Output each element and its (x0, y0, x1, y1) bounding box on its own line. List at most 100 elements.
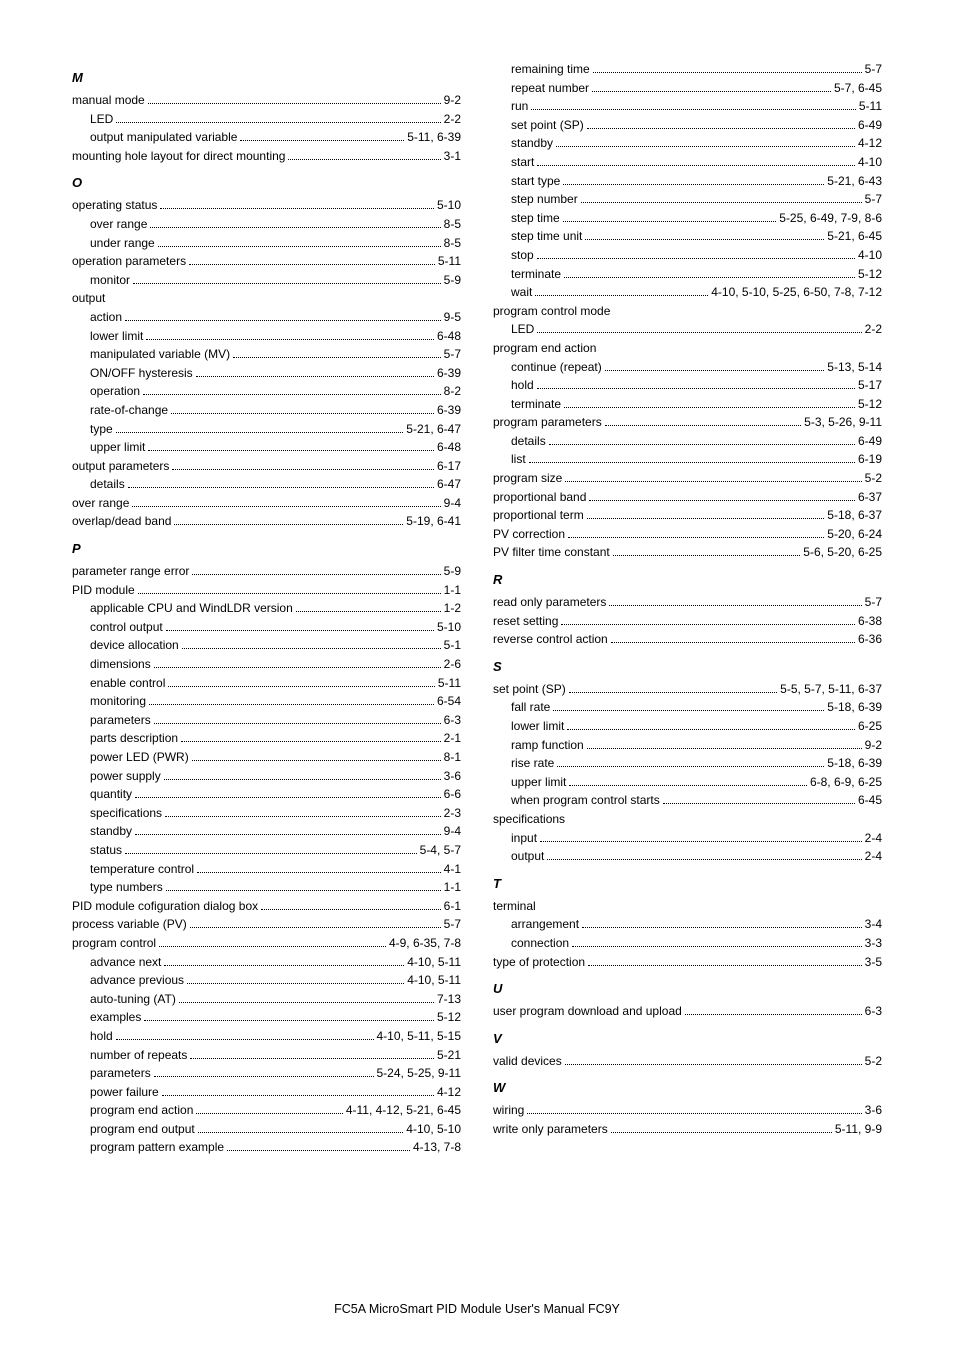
index-entry-page: 3-1 (444, 147, 461, 166)
section-letter: V (493, 1031, 882, 1046)
index-entry-page: 4-10, 5-11, 5-15 (377, 1027, 462, 1046)
index-entry: parameter range error5-9 (72, 562, 461, 581)
index-entry-page: 6-19 (858, 450, 882, 469)
index-entry-label: program end output (90, 1120, 195, 1139)
index-entry-label: monitoring (90, 692, 146, 711)
index-entry-page: 9-2 (444, 91, 461, 110)
index-entry: manipulated variable (MV)5-7 (72, 345, 461, 364)
index-entry-page: 5-9 (444, 271, 461, 290)
index-entry-page: 5-12 (858, 395, 882, 414)
index-entry-label: wait (511, 283, 532, 302)
leader-dots (564, 270, 855, 277)
index-entry: program end output4-10, 5-10 (72, 1120, 461, 1139)
index-entry-label: terminal (493, 897, 536, 916)
index-entry-page: 1-2 (444, 599, 461, 618)
index-entry: power supply3-6 (72, 767, 461, 786)
index-entry: hold5-17 (493, 376, 882, 395)
index-entry-page: 2-1 (444, 729, 461, 748)
index-entry: lower limit6-25 (493, 717, 882, 736)
section-letter: W (493, 1080, 882, 1095)
index-entry-label: rise rate (511, 754, 554, 773)
section-letter: O (72, 175, 461, 190)
index-entry-page: 5-21, 6-45 (827, 227, 882, 246)
leader-dots (592, 84, 831, 91)
index-entry-label: upper limit (90, 438, 145, 457)
leader-dots (116, 115, 440, 122)
index-entry: auto-tuning (AT)7-13 (72, 990, 461, 1009)
index-entry: remaining time5-7 (493, 60, 882, 79)
index-entry-page: 5-11 (859, 97, 882, 116)
index-entry-page: 6-49 (858, 116, 882, 135)
leader-dots (613, 549, 801, 556)
index-entry-page: 5-11, 6-39 (407, 128, 461, 147)
index-entry-label: mounting hole layout for direct mounting (72, 147, 285, 166)
index-entry-label: over range (72, 494, 129, 513)
leader-dots (168, 679, 434, 686)
index-entry-page: 6-6 (444, 785, 461, 804)
index-entry-label: monitor (90, 271, 130, 290)
section-letter: S (493, 659, 882, 674)
index-entry: advance next4-10, 5-11 (72, 953, 461, 972)
left-column: Mmanual mode9-2LED2-2output manipulated … (72, 60, 461, 1157)
index-entry: read only parameters5-7 (493, 593, 882, 612)
index-entry-page: 9-4 (444, 822, 461, 841)
index-entry: start4-10 (493, 153, 882, 172)
leader-dots (567, 723, 855, 730)
index-entry: start type5-21, 6-43 (493, 172, 882, 191)
index-entry: PID module cofiguration dialog box6-1 (72, 897, 461, 916)
leader-dots (563, 177, 824, 184)
index-entry-label: number of repeats (90, 1046, 187, 1065)
index-entry: type5-21, 6-47 (72, 420, 461, 439)
index-entry: process variable (PV)5-7 (72, 915, 461, 934)
index-entry-label: when program control starts (511, 791, 660, 810)
leader-dots (116, 425, 404, 432)
index-entry-page: 3-6 (444, 767, 461, 786)
index-entry: user program download and upload6-3 (493, 1002, 882, 1021)
index-entry-page: 5-11, 9-9 (835, 1120, 882, 1139)
index-entry-page: 5-12 (437, 1008, 461, 1027)
leader-dots (565, 1058, 862, 1065)
index-entry-page: 1-1 (444, 878, 461, 897)
leader-dots (563, 215, 777, 222)
leader-dots (198, 1126, 404, 1133)
leader-dots (132, 500, 440, 507)
index-entry-label: program pattern example (90, 1138, 224, 1157)
leader-dots (587, 512, 825, 519)
index-entry-page: 6-3 (444, 711, 461, 730)
index-entry-label: temperature control (90, 860, 194, 879)
index-entry-page: 5-18, 6-37 (827, 506, 882, 525)
leader-dots (572, 940, 862, 947)
index-entry: step time5-25, 6-49, 7-9, 8-6 (493, 209, 882, 228)
index-entry: fall rate5-18, 6-39 (493, 698, 882, 717)
index-entry: power failure4-12 (72, 1083, 461, 1102)
index-entry: stop4-10 (493, 246, 882, 265)
leader-dots (166, 624, 434, 631)
index-entry-label: under range (90, 234, 155, 253)
leader-dots (585, 233, 824, 240)
index-entry: LED2-2 (493, 320, 882, 339)
section-letter: M (72, 70, 461, 85)
index-entry: examples5-12 (72, 1008, 461, 1027)
index-entry-label: dimensions (90, 655, 151, 674)
index-entry-label: input (511, 829, 537, 848)
index-entry-page: 9-4 (444, 494, 461, 513)
leader-dots (581, 196, 862, 203)
index-entry: proportional band6-37 (493, 488, 882, 507)
leader-dots (531, 103, 856, 110)
index-entry-page: 5-18, 6-39 (827, 698, 882, 717)
index-entry-label: advance previous (90, 971, 184, 990)
leader-dots (537, 159, 855, 166)
leader-dots (537, 252, 855, 259)
index-entry: monitoring6-54 (72, 692, 461, 711)
leader-dots (547, 853, 861, 860)
leader-dots (181, 735, 441, 742)
index-entry-page: 5-7 (865, 593, 882, 612)
leader-dots (537, 382, 855, 389)
index-entry-label: PID module (72, 581, 135, 600)
index-entry: monitor 5-9 (72, 271, 461, 290)
index-entry-label: rate-of-change (90, 401, 168, 420)
index-entry-page: 9-2 (865, 736, 882, 755)
index-entry: mounting hole layout for direct mounting… (72, 147, 461, 166)
leader-dots (166, 884, 441, 891)
leader-dots (568, 531, 824, 538)
